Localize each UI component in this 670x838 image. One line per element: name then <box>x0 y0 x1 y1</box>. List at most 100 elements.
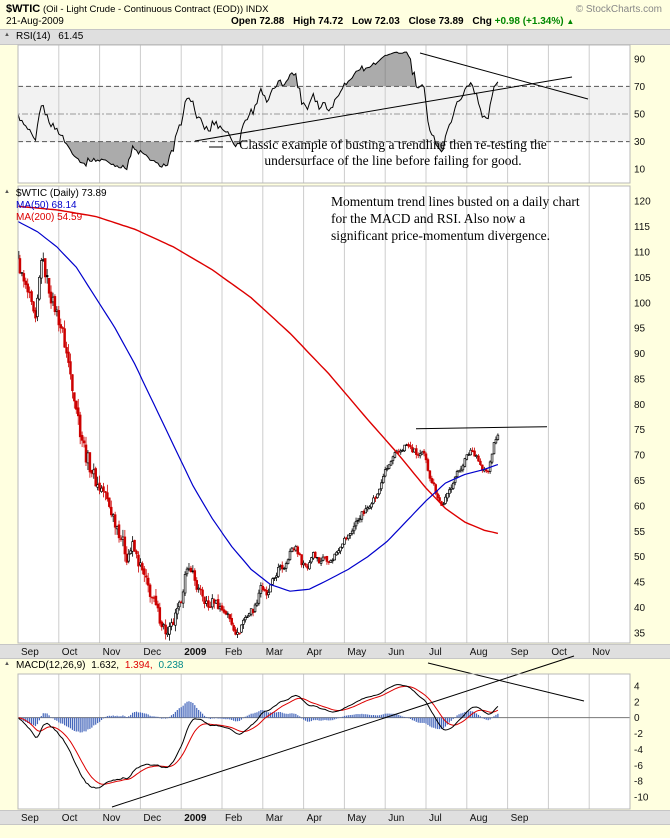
y-axis-labels: 90 70 50 30 10 120 115 110 105 100 95 90 85 80 75 70 65 6… <box>634 54 651 803</box>
macd-signal-value: 1.394, <box>124 660 153 671</box>
macd-histogram <box>18 701 499 733</box>
open-label: Open <box>231 16 257 27</box>
svg-text:60: 60 <box>634 501 646 512</box>
svg-text:Jul: Jul <box>429 647 442 658</box>
svg-text:-2: -2 <box>634 729 643 740</box>
price-annotation: Momentum trend lines busted on a daily c… <box>331 193 621 244</box>
open-value: 72.88 <box>259 16 285 27</box>
svg-text:Sep: Sep <box>511 813 529 824</box>
svg-text:30: 30 <box>634 137 646 148</box>
svg-text:Feb: Feb <box>225 647 243 658</box>
svg-text:Jun: Jun <box>388 813 404 824</box>
ma200-line <box>18 205 499 535</box>
price-legend-ma200: MA(200) 54.59 <box>16 212 83 223</box>
svg-text:Apr: Apr <box>307 647 323 658</box>
month-axis-band-main <box>0 644 670 659</box>
month-gridlines <box>17 45 631 809</box>
svg-text:-10: -10 <box>634 793 649 804</box>
price-annotation-line3: significant price-momentum divergence. <box>331 228 551 243</box>
svg-text:Aug: Aug <box>470 813 488 824</box>
price-legend-ma50: MA(50) 68.14 <box>16 200 77 211</box>
svg-text:75: 75 <box>634 425 646 436</box>
svg-text:Jul: Jul <box>429 813 442 824</box>
svg-text:0: 0 <box>634 713 640 724</box>
svg-text:Oct: Oct <box>62 647 78 658</box>
svg-text:90: 90 <box>634 54 646 65</box>
price-panel-marker-icon: ▲ <box>4 189 10 195</box>
macd-descending-trendline <box>427 662 585 702</box>
moving-averages <box>18 205 499 592</box>
price-legend-symbol: $WTIC (Daily) 73.89 <box>16 188 107 199</box>
low-value: 72.03 <box>374 16 400 27</box>
ticker-symbol: $WTIC <box>6 3 41 15</box>
rsi-value: 61.45 <box>58 31 84 42</box>
svg-text:Nov: Nov <box>103 647 121 658</box>
svg-text:90: 90 <box>634 349 646 360</box>
macd-indicator-name: MACD(12,26,9) <box>16 660 86 671</box>
svg-text:2: 2 <box>634 697 640 708</box>
svg-text:50: 50 <box>634 552 646 563</box>
rsi-rising-trendline <box>194 76 573 142</box>
rsi-annotation-line1: Classic example of busting a trendline t… <box>239 137 547 152</box>
svg-text:115: 115 <box>634 222 650 233</box>
svg-text:45: 45 <box>634 578 646 589</box>
svg-text:2009: 2009 <box>184 647 207 658</box>
svg-text:Oct: Oct <box>551 647 567 658</box>
svg-text:Sep: Sep <box>21 647 39 658</box>
macd-legend: MACD(12,26,9) 1.632, 1.394, 0.238 <box>16 660 186 671</box>
svg-text:110: 110 <box>634 248 650 259</box>
svg-text:105: 105 <box>634 273 651 284</box>
rsi-excess-fill <box>18 52 498 170</box>
svg-text:Dec: Dec <box>143 813 161 824</box>
change-value: +0.98 (+1.34%) <box>494 16 564 27</box>
svg-text:Feb: Feb <box>225 813 243 824</box>
change-up-arrow-icon: ▲ <box>566 17 575 26</box>
chart-header: $WTIC (Oil - Light Crude - Continuous Co… <box>6 3 664 15</box>
rsi-line <box>18 51 499 171</box>
month-axis-band-macd <box>0 810 670 825</box>
rsi-annotation: Classic example of busting a trendline t… <box>213 137 573 169</box>
high-label: High <box>293 16 316 27</box>
svg-text:70: 70 <box>634 451 646 462</box>
svg-text:Nov: Nov <box>103 813 121 824</box>
svg-text:Sep: Sep <box>511 647 529 658</box>
quote-row: 21-Aug-2009 Open 72.88 High 74.72 Low 72… <box>6 16 664 27</box>
rsi-descending-trendline <box>419 52 589 100</box>
ma50-line <box>18 220 499 592</box>
svg-text:Apr: Apr <box>307 813 323 824</box>
svg-text:Dec: Dec <box>143 647 161 658</box>
candlesticks <box>18 249 500 641</box>
svg-text:Nov: Nov <box>592 647 610 658</box>
price-legend: $WTIC (Daily) 73.89 MA(50) 68.14 MA(200)… <box>16 188 107 224</box>
svg-text:-6: -6 <box>634 761 643 772</box>
price-annotation-line1: Momentum trend lines busted on a daily c… <box>331 194 580 209</box>
svg-text:70: 70 <box>634 82 646 93</box>
close-value: 73.89 <box>438 16 464 27</box>
svg-text:2009: 2009 <box>184 813 207 824</box>
close-label: Close <box>408 16 436 27</box>
svg-text:40: 40 <box>634 603 646 614</box>
svg-text:50: 50 <box>634 110 646 121</box>
svg-text:Mar: Mar <box>266 647 284 658</box>
ohlc-quote: Open 72.88 High 74.72 Low 72.03 Close 73… <box>225 16 574 27</box>
svg-text:35: 35 <box>634 628 646 639</box>
macd-signal-line <box>18 685 499 785</box>
macd-panel-series <box>18 684 630 789</box>
change-label: Chg <box>472 16 492 27</box>
copyright: © StockCharts.com <box>575 4 662 15</box>
macd-panel-marker-icon: ▲ <box>4 661 10 667</box>
svg-text:Oct: Oct <box>62 813 78 824</box>
svg-text:-8: -8 <box>634 777 643 788</box>
macd-hist-value: 0.238 <box>158 660 184 671</box>
macd-value: 1.632, <box>91 660 120 671</box>
svg-text:-4: -4 <box>634 745 643 756</box>
svg-text:85: 85 <box>634 374 646 385</box>
chart-date: 21-Aug-2009 <box>6 16 64 27</box>
ticker-description: (Oil - Light Crude - Continuous Contract… <box>43 4 269 15</box>
plot-borders <box>17 44 631 810</box>
svg-text:4: 4 <box>634 681 640 692</box>
low-label: Low <box>351 16 372 27</box>
x-axis-labels: Sep Oct Nov Dec 2009 Feb Mar Apr May Jun Jul Aug Sep… <box>21 647 610 824</box>
